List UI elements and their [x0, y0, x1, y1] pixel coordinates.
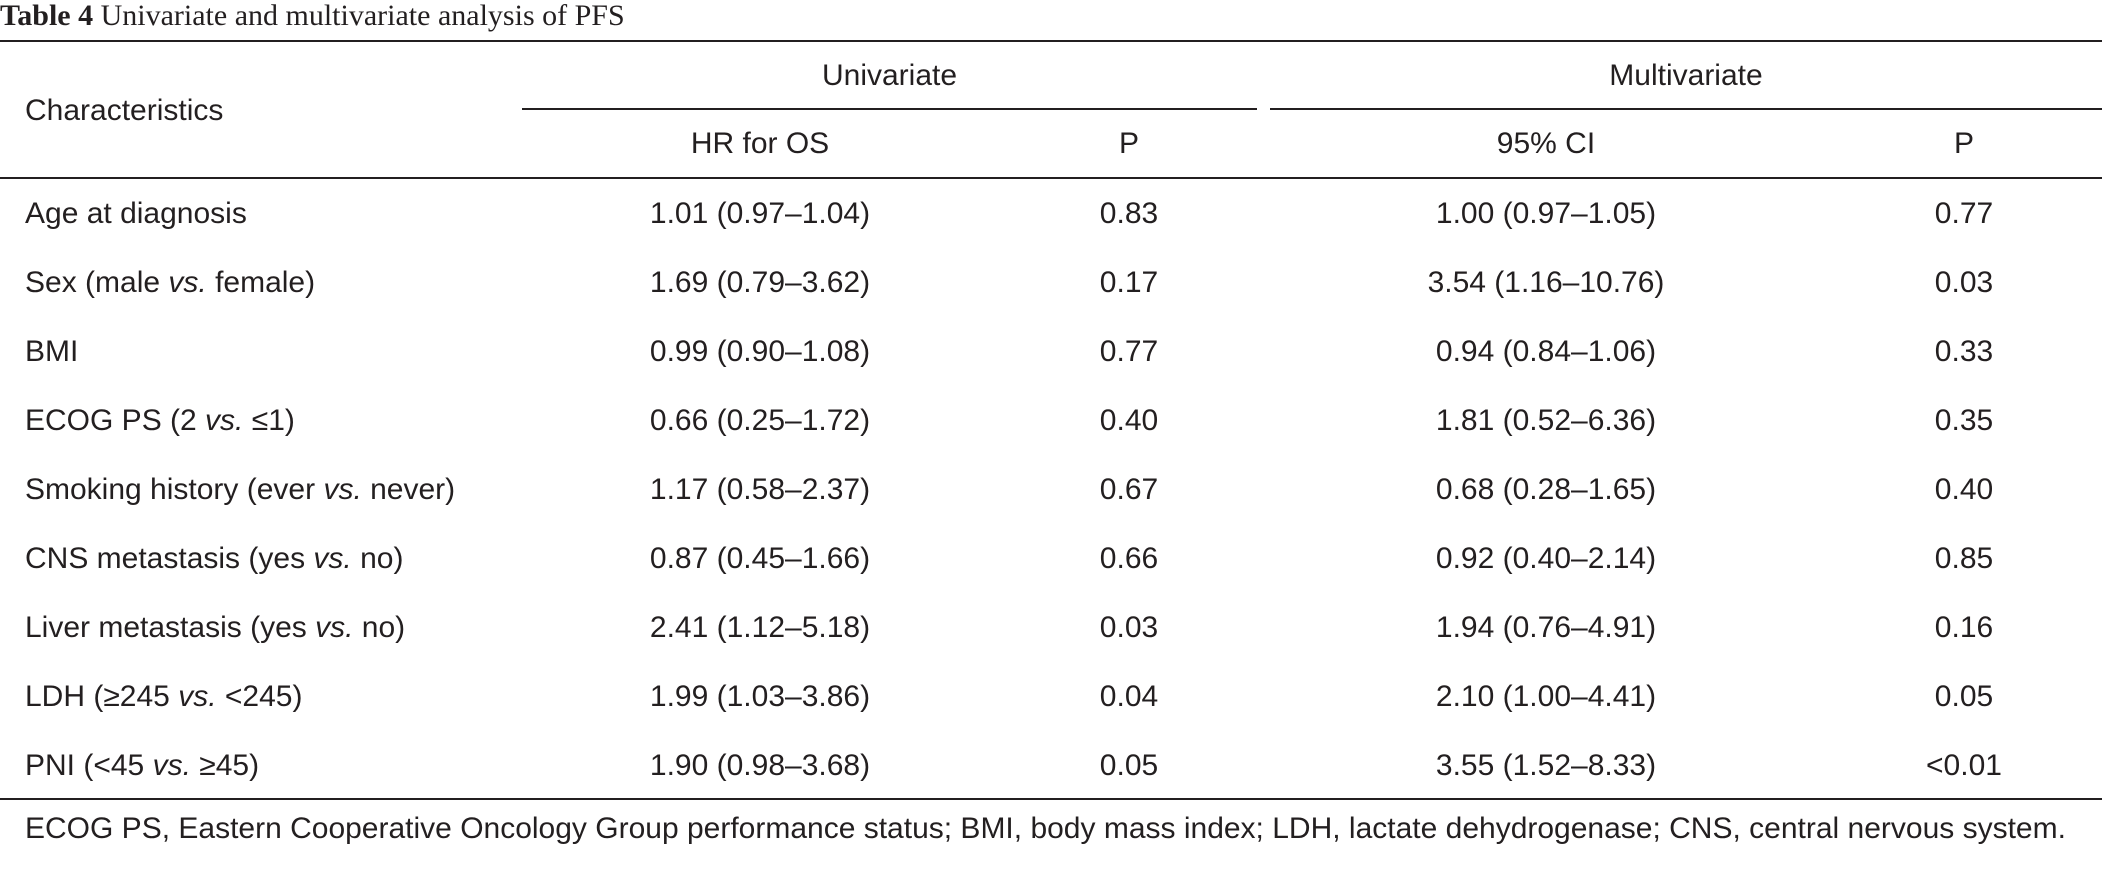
row-characteristic: BMI	[25, 335, 79, 368]
row-characteristic: PNI (<45 vs. ≥45)	[25, 749, 260, 782]
row-p-multivariate: 0.77	[1934, 197, 1994, 230]
row-p-univariate: 0.04	[1099, 680, 1159, 713]
row-hr: 0.99 (0.90–1.08)	[649, 335, 871, 368]
table-caption: Table 4 Univariate and multivariate anal…	[0, 0, 625, 36]
row-p-multivariate: 0.85	[1934, 542, 1994, 575]
row-hr: 0.87 (0.45–1.66)	[649, 542, 871, 575]
table-label: Table 4	[0, 0, 94, 32]
row-characteristic: Smoking history (ever vs. never)	[25, 473, 456, 506]
row-ci: 1.94 (0.76–4.91)	[1435, 611, 1657, 644]
row-hr: 1.69 (0.79–3.62)	[649, 266, 871, 299]
row-ci: 3.54 (1.16–10.76)	[1427, 266, 1665, 299]
header-multivariate: Multivariate	[1609, 59, 1763, 92]
row-p-univariate: 0.66	[1099, 542, 1159, 575]
row-p-multivariate: 0.33	[1934, 335, 1994, 368]
row-p-univariate: 0.05	[1099, 749, 1159, 782]
row-p-univariate: 0.67	[1099, 473, 1159, 506]
row-p-univariate: 0.83	[1099, 197, 1159, 230]
row-hr: 2.41 (1.12–5.18)	[649, 611, 871, 644]
header-univariate: Univariate	[821, 59, 958, 92]
row-characteristic: Liver metastasis (yes vs. no)	[25, 611, 406, 644]
header-bottom-rule	[0, 177, 2102, 179]
row-ci: 0.94 (0.84–1.06)	[1435, 335, 1657, 368]
row-p-multivariate: 0.35	[1934, 404, 1994, 437]
row-ci: 1.00 (0.97–1.05)	[1435, 197, 1657, 230]
row-hr: 1.90 (0.98–3.68)	[649, 749, 871, 782]
table-footnote: ECOG PS, Eastern Cooperative Oncology Gr…	[25, 812, 2066, 845]
row-ci: 1.81 (0.52–6.36)	[1435, 404, 1657, 437]
header-characteristics: Characteristics	[25, 94, 224, 127]
row-characteristic: Age at diagnosis	[25, 197, 247, 230]
row-hr: 1.01 (0.97–1.04)	[649, 197, 871, 230]
row-p-multivariate: 0.03	[1934, 266, 1994, 299]
row-hr: 1.99 (1.03–3.86)	[649, 680, 871, 713]
top-rule	[0, 40, 2102, 42]
row-p-multivariate: <0.01	[1926, 749, 2002, 782]
header-p-multivariate: P	[1953, 127, 1974, 160]
header-hr-for-os: HR for OS	[690, 127, 830, 160]
row-p-univariate: 0.17	[1099, 266, 1159, 299]
table-bottom-rule	[0, 798, 2102, 800]
multivariate-group-rule	[1270, 108, 2102, 110]
row-p-univariate: 0.40	[1099, 404, 1159, 437]
row-ci: 3.55 (1.52–8.33)	[1435, 749, 1657, 782]
header-95-ci: 95% CI	[1496, 127, 1596, 160]
row-hr: 1.17 (0.58–2.37)	[649, 473, 871, 506]
row-p-multivariate: 0.16	[1934, 611, 1994, 644]
univariate-group-rule	[522, 108, 1257, 110]
row-ci: 2.10 (1.00–4.41)	[1435, 680, 1657, 713]
row-p-multivariate: 0.05	[1934, 680, 1994, 713]
row-p-univariate: 0.03	[1099, 611, 1159, 644]
row-characteristic: LDH (≥245 vs. <245)	[25, 680, 303, 713]
table-title: Univariate and multivariate analysis of …	[100, 0, 625, 32]
row-characteristic: CNS metastasis (yes vs. no)	[25, 542, 404, 575]
header-p-univariate: P	[1118, 127, 1139, 160]
row-p-univariate: 0.77	[1099, 335, 1159, 368]
row-characteristic: Sex (male vs. female)	[25, 266, 316, 299]
row-ci: 0.68 (0.28–1.65)	[1435, 473, 1657, 506]
row-p-multivariate: 0.40	[1934, 473, 1994, 506]
row-hr: 0.66 (0.25–1.72)	[649, 404, 871, 437]
row-ci: 0.92 (0.40–2.14)	[1435, 542, 1657, 575]
row-characteristic: ECOG PS (2 vs. ≤1)	[25, 404, 295, 437]
